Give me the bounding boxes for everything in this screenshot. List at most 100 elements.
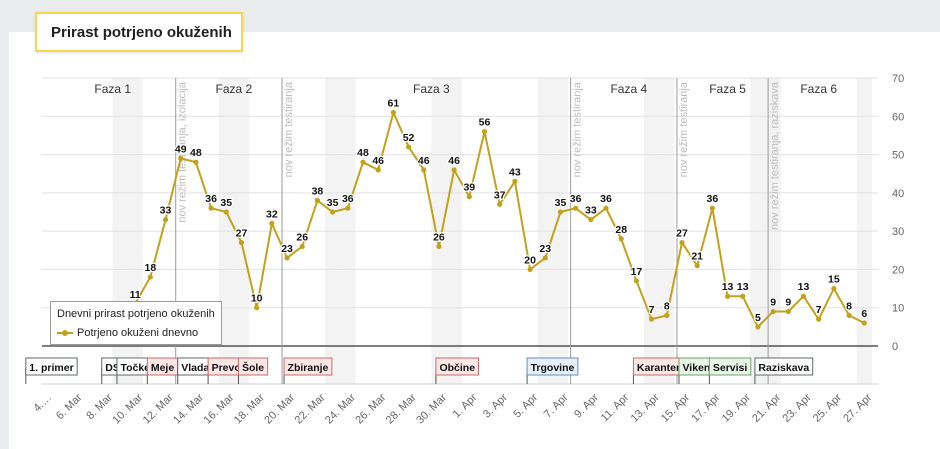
event-flag[interactable] [435, 357, 480, 376]
data-label: 48 [357, 147, 369, 159]
event-flag-label: Raziskava [758, 362, 809, 374]
x-tick-label: 28. Mar [384, 391, 419, 426]
data-label: 33 [585, 205, 597, 217]
data-point[interactable] [223, 209, 229, 215]
data-point[interactable] [314, 197, 321, 204]
vertical-note: nov režim testiranja [283, 81, 295, 177]
data-point[interactable] [542, 255, 548, 261]
data-label: 26 [433, 231, 445, 243]
data-point[interactable] [740, 293, 746, 299]
data-point[interactable] [405, 144, 412, 150]
data-point[interactable] [497, 201, 503, 207]
data-label: 26 [296, 231, 308, 243]
data-point[interactable] [436, 243, 442, 250]
data-point[interactable] [679, 240, 685, 246]
data-point[interactable] [162, 217, 169, 223]
x-tick-label: 24. Mar [323, 391, 358, 426]
data-point[interactable] [527, 266, 533, 273]
data-point[interactable] [755, 324, 761, 330]
data-point[interactable] [785, 308, 791, 315]
data-label: 13 [798, 281, 810, 293]
data-point[interactable] [618, 236, 624, 242]
data-point[interactable] [284, 255, 290, 261]
data-point[interactable] [466, 194, 472, 200]
vertical-note: nov režim testiranja [572, 81, 584, 177]
event-flag[interactable] [283, 357, 333, 376]
x-tick-label: 16. Mar [202, 391, 237, 426]
data-point[interactable] [831, 285, 837, 292]
y-tick-label: 20 [892, 264, 904, 276]
data-point[interactable] [269, 220, 275, 227]
data-point[interactable] [573, 205, 579, 211]
event-flag[interactable] [708, 357, 752, 376]
legend-title: Dnevni prirast potrjeno okuženih [57, 308, 215, 320]
data-point[interactable] [816, 316, 822, 322]
x-tick-label: 20. Mar [262, 391, 297, 426]
x-tick-label: 10. Mar [110, 391, 145, 426]
x-tick-label: 21. Apr [750, 391, 783, 424]
data-label: 18 [144, 262, 156, 274]
data-point[interactable] [512, 178, 518, 184]
data-point[interactable] [770, 308, 776, 315]
event-flag[interactable] [25, 357, 78, 376]
data-point[interactable] [861, 320, 867, 326]
data-label: 33 [160, 205, 172, 217]
data-point[interactable] [451, 167, 457, 173]
x-tick-label: 11. Apr [599, 391, 632, 424]
y-tick-label: 50 [892, 150, 904, 162]
data-label: 56 [479, 117, 491, 129]
data-point[interactable] [421, 167, 427, 173]
event-flag-label: Občine [439, 362, 475, 374]
x-tick-label: 30. Mar [414, 391, 449, 426]
legend-series-label: Potrjeno okuženi dnevno [77, 327, 199, 339]
data-point[interactable] [664, 312, 670, 318]
data-label: 36 [600, 193, 612, 205]
data-point[interactable] [800, 293, 807, 299]
data-point[interactable] [709, 205, 715, 211]
event-flag-label: Servisi [713, 362, 748, 374]
phase-label: Faza 1 [94, 82, 131, 96]
event-flag[interactable] [526, 357, 579, 376]
data-point[interactable] [147, 274, 153, 280]
data-point[interactable] [299, 243, 305, 250]
data-point[interactable] [588, 217, 594, 223]
event-flag[interactable] [237, 357, 269, 376]
data-label: 46 [372, 155, 384, 167]
data-label: 27 [676, 228, 688, 240]
data-point[interactable] [633, 278, 640, 284]
data-point[interactable] [208, 205, 214, 211]
data-point[interactable] [603, 205, 609, 211]
data-point[interactable] [846, 312, 852, 318]
data-label: 52 [403, 132, 415, 144]
data-point[interactable] [390, 109, 396, 116]
data-point[interactable] [330, 209, 336, 215]
data-point[interactable] [694, 263, 700, 269]
data-point[interactable] [724, 293, 731, 299]
y-tick-label: 30 [892, 226, 904, 238]
data-point[interactable] [193, 159, 199, 165]
data-label: 32 [266, 208, 278, 220]
x-tick-label: 9. Apr [572, 391, 601, 420]
data-point[interactable] [375, 167, 381, 173]
data-label: 23 [539, 243, 551, 255]
legend-item[interactable]: Potrjeno okuženi dnevno [57, 327, 198, 339]
data-label: 8 [846, 300, 852, 312]
x-tick-label: 27. Apr [841, 391, 874, 424]
data-point[interactable] [557, 209, 564, 215]
data-point[interactable] [345, 205, 351, 211]
x-tick-label: 26. Mar [353, 391, 388, 426]
y-tick-label: 70 [892, 73, 904, 85]
data-point[interactable] [649, 316, 655, 322]
data-point[interactable] [481, 129, 488, 135]
event-flag-label: Točke [120, 362, 150, 374]
data-label: 23 [281, 243, 293, 255]
data-point[interactable] [238, 240, 245, 246]
event-flag[interactable] [754, 357, 814, 376]
data-point[interactable] [254, 305, 260, 311]
data-label: 7 [816, 304, 822, 316]
data-label: 35 [220, 197, 232, 209]
data-point[interactable] [178, 155, 184, 161]
y-tick-label: 0 [892, 341, 898, 353]
data-point[interactable] [360, 159, 366, 165]
legend-line-marker-icon [57, 328, 73, 338]
